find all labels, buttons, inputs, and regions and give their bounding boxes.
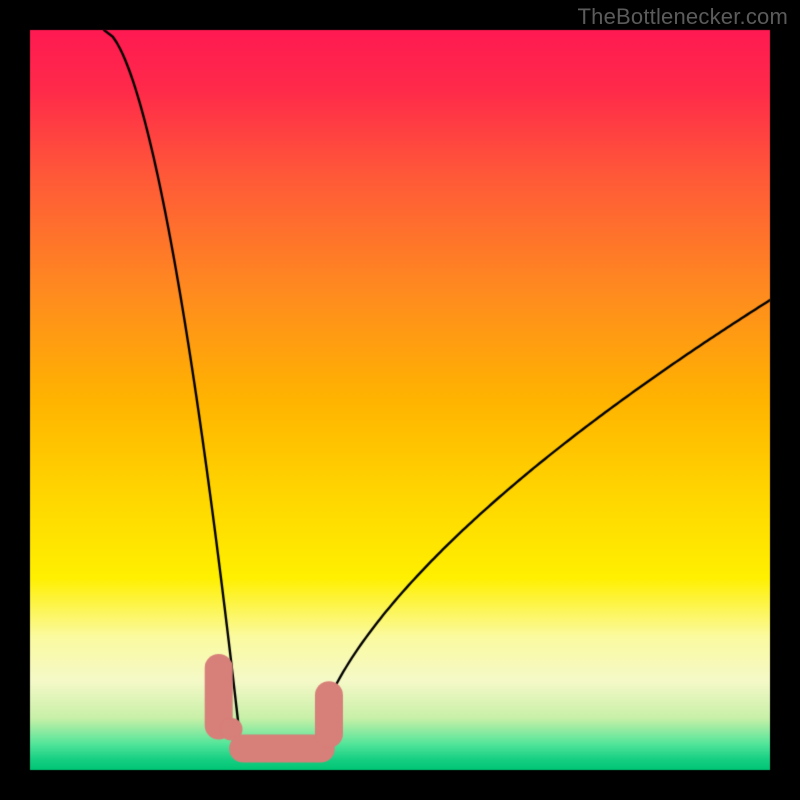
- watermark-text: TheBottlenecker.com: [578, 4, 788, 30]
- chart-stage: TheBottlenecker.com: [0, 0, 800, 800]
- bottleneck-curve-canvas: [0, 0, 800, 800]
